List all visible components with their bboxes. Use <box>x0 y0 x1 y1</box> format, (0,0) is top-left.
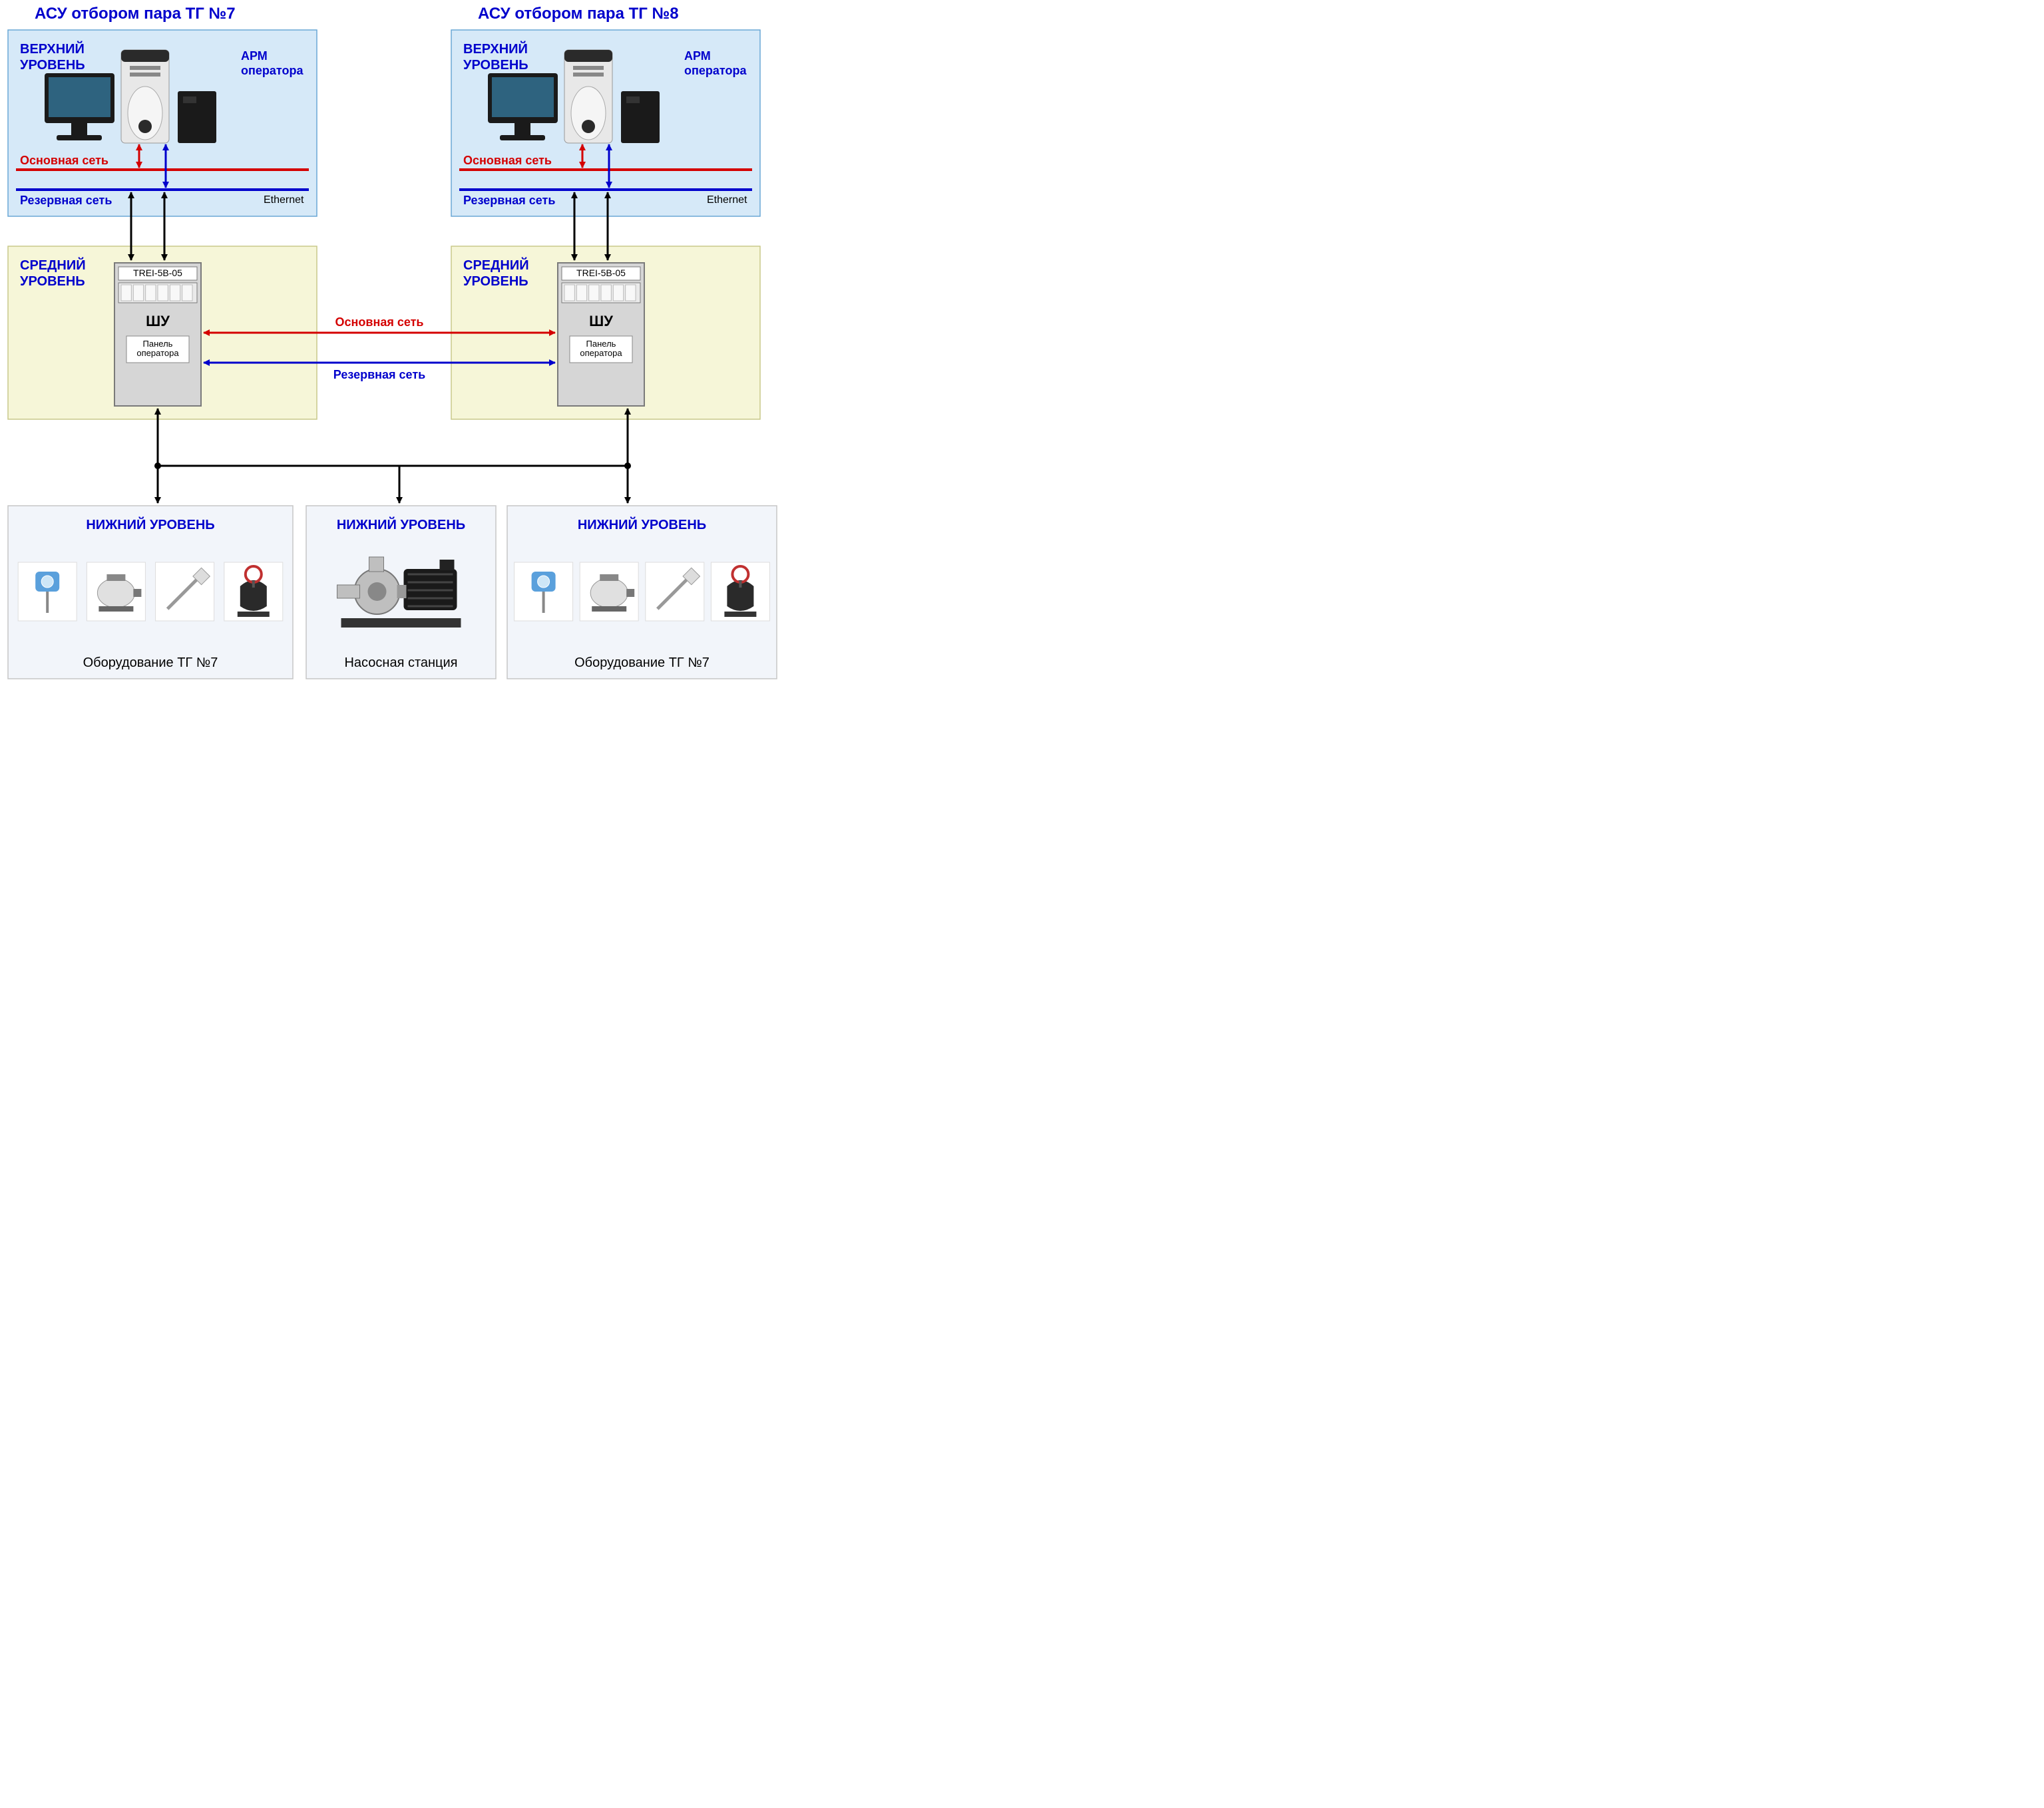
label: ШУ <box>146 313 170 329</box>
control-cabinet: TREI-5B-05ШУПанельоператора <box>114 263 201 406</box>
label: Основная сеть <box>463 154 552 167</box>
label: Оборудование ТГ №7 <box>83 655 218 670</box>
label: Основная сеть <box>335 315 424 329</box>
label: Резервная сеть <box>333 368 425 381</box>
label: НИЖНИЙ УРОВЕНЬ <box>86 516 214 532</box>
label: НИЖНИЙ УРОВЕНЬ <box>578 516 706 532</box>
label: Резервная сеть <box>20 194 112 207</box>
control-cabinet: TREI-5B-05ШУПанельоператора <box>558 263 644 406</box>
label: Основная сеть <box>20 154 108 167</box>
label: Оборудование ТГ №7 <box>574 655 710 670</box>
label: Резервная сеть <box>463 194 555 207</box>
label: ШУ <box>589 313 613 329</box>
label: TREI-5B-05 <box>133 268 182 278</box>
label: АСУ отбором пара ТГ №8 <box>478 5 679 23</box>
label: Ethernet <box>707 194 747 206</box>
label: НИЖНИЙ УРОВЕНЬ <box>337 516 465 532</box>
label: АСУ отбором пара ТГ №7 <box>35 5 236 23</box>
label: Ethernet <box>264 194 304 206</box>
label: TREI-5B-05 <box>576 268 626 278</box>
label: Насосная станция <box>344 655 457 670</box>
